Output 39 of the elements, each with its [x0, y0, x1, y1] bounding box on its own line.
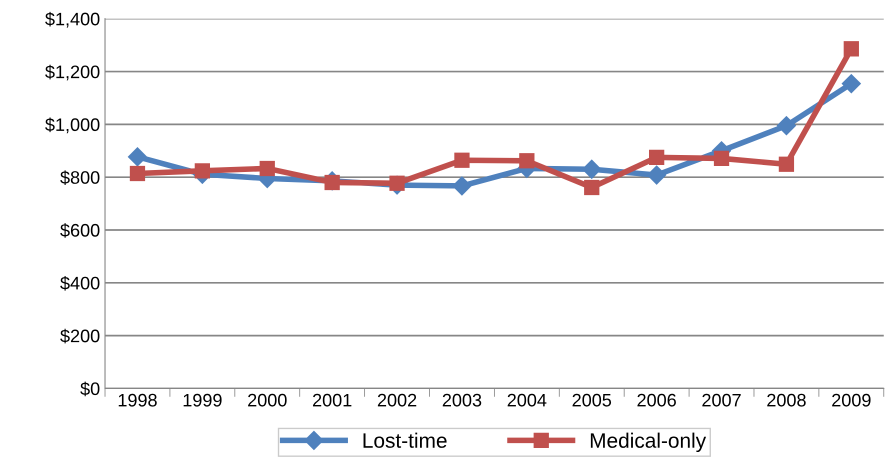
x-tick-label: 2002: [378, 394, 416, 407]
x-tick-label: 2001: [312, 394, 352, 407]
legend-label: Lost-time: [364, 432, 447, 448]
x-tick-label: 2007: [702, 394, 741, 407]
point: [584, 180, 600, 196]
y-tick-label: $600: [60, 223, 100, 238]
x-tick-label: 1998: [118, 394, 157, 407]
x-tick-label: 1999: [184, 394, 222, 407]
point: [714, 150, 730, 166]
point: [582, 160, 602, 179]
point: [260, 160, 275, 176]
point: [648, 150, 664, 166]
x-tick-label: 2004: [508, 394, 546, 407]
x-tick-label: 2009: [832, 394, 871, 407]
point: [776, 116, 796, 136]
point: [454, 152, 470, 168]
point: [778, 156, 794, 172]
y-tick-label: $200: [60, 328, 100, 344]
legend-label: Medical-only: [590, 432, 706, 452]
y-tick-label: $1,400: [45, 12, 100, 28]
x-tick-label: 2008: [767, 394, 806, 407]
y-tick-label: $400: [60, 276, 100, 291]
point: [647, 166, 666, 185]
point: [324, 174, 340, 190]
point: [128, 147, 147, 166]
x-tick-label: 2005: [572, 394, 612, 407]
point: [389, 176, 405, 191]
x-tick-label: 2006: [637, 394, 676, 407]
y-tick-label: $1,000: [45, 118, 100, 134]
point: [130, 166, 146, 182]
y-tick-label: $1,200: [45, 64, 100, 80]
y-tick-label: $0: [80, 382, 100, 396]
y-tick-label: $800: [60, 170, 100, 185]
point: [194, 163, 210, 178]
point: [844, 41, 859, 56]
x-tick-label: 2003: [442, 394, 482, 407]
point: [519, 153, 534, 168]
x-tick-label: 2000: [248, 394, 287, 407]
point: [842, 74, 861, 94]
